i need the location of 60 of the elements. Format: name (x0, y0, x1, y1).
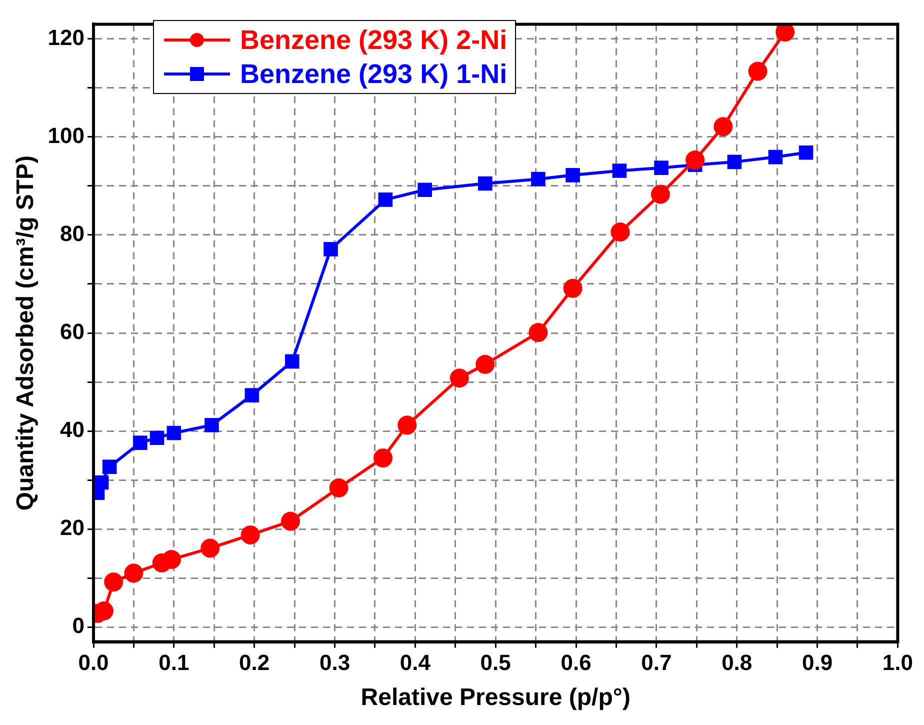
y-tick-label: 100 (48, 123, 85, 148)
point (478, 176, 492, 191)
point (650, 184, 670, 204)
point (566, 168, 580, 182)
y-tick-label: 60 (60, 319, 85, 344)
y-tick-label: 120 (48, 24, 85, 50)
point (714, 117, 733, 136)
x-tick-label: 1.0 (882, 650, 914, 676)
y-tick-label: 0 (72, 613, 85, 638)
x-tick-label: 0.5 (480, 650, 511, 676)
x-tick-label: 0.4 (400, 650, 432, 676)
point (374, 448, 393, 468)
x-tick-label: 0.1 (158, 650, 190, 676)
point (398, 416, 417, 435)
x-tick-label: 0.6 (560, 650, 592, 676)
legend-label: Benzene (293 K) 2-Ni (240, 24, 508, 56)
x-tick-label: 0.3 (319, 650, 350, 676)
point (284, 354, 300, 369)
point (531, 172, 546, 186)
point (727, 154, 742, 170)
x-axis-title: Relative Pressure (p/p°) (360, 684, 630, 712)
point (378, 192, 393, 207)
point (748, 62, 768, 81)
point (418, 182, 432, 198)
point (102, 460, 117, 474)
legend-label: Benzene (293 K) 1-Ni (240, 58, 508, 90)
x-tick-label: 0.2 (239, 650, 270, 676)
point (610, 222, 630, 242)
point (124, 564, 144, 583)
point (94, 475, 109, 490)
y-tick-label: 40 (60, 417, 85, 442)
point (104, 572, 124, 592)
y-tick-label: 20 (60, 515, 85, 540)
point (654, 160, 668, 175)
x-tick-label: 0.0 (78, 650, 109, 676)
y-axis-title: Quantity Adsorbed (cm³/g STP) (12, 155, 40, 511)
point (476, 354, 495, 374)
point (563, 278, 582, 298)
point (200, 538, 220, 558)
point (768, 150, 783, 164)
y-tick-label: 80 (60, 221, 85, 246)
point (612, 164, 627, 178)
point (686, 150, 705, 170)
point (240, 525, 260, 544)
point (204, 418, 219, 432)
point (528, 323, 548, 342)
x-tick-label: 0.7 (641, 650, 672, 676)
x-tick-label: 0.8 (722, 650, 752, 676)
x-tick-label: 0.9 (802, 650, 833, 676)
point (166, 426, 182, 440)
point (450, 368, 469, 388)
point (798, 145, 814, 160)
point (162, 550, 182, 569)
point (150, 430, 164, 446)
point (329, 478, 348, 498)
point (324, 242, 338, 256)
point (132, 436, 148, 450)
point (244, 388, 260, 402)
point (281, 512, 300, 531)
point (776, 24, 795, 42)
